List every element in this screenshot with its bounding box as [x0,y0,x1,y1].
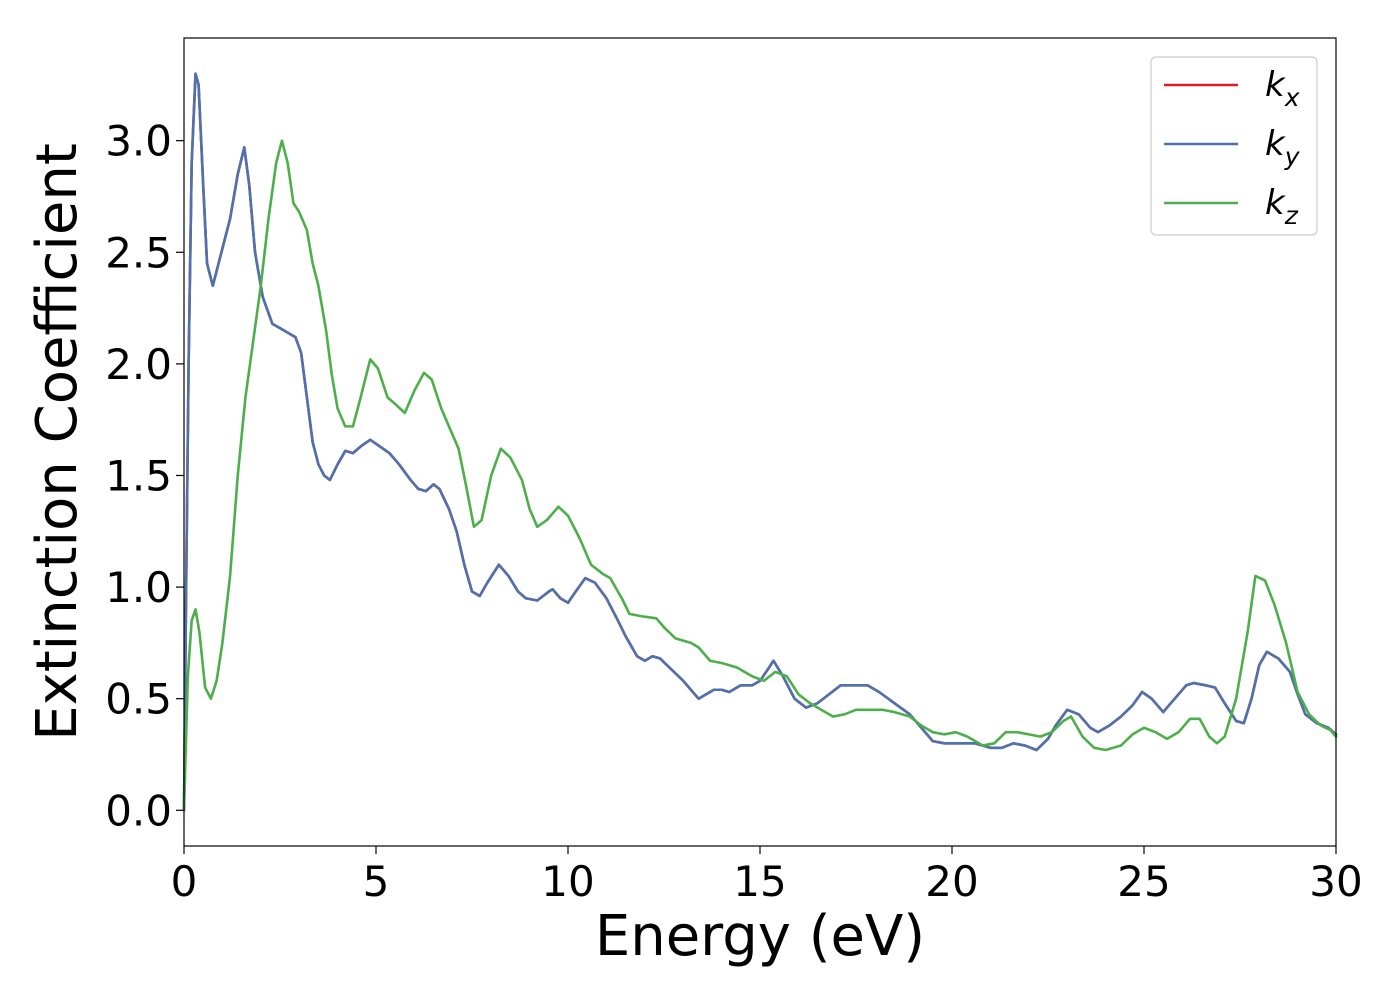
plot-area [184,38,1336,846]
x-tick-label: 5 [363,857,390,906]
y-tick-label: 3.0 [105,117,172,166]
y-axis-label: Extinction Coefficient [25,143,90,741]
y-tick-label: 1.5 [105,451,172,500]
legend: kx ky kz [1150,56,1318,236]
x-axis-label: Energy (eV) [595,904,925,969]
series-layer [182,72,1338,812]
series-line-kz [182,139,1338,812]
x-tick-label: 15 [733,857,786,906]
x-tick-label: 0 [171,857,198,906]
y-tick-label: 0.0 [105,786,172,835]
y-tick-label: 0.5 [105,675,172,724]
y-tick-label: 1.0 [105,563,172,612]
legend-box [1150,56,1318,236]
x-tick-label: 30 [1309,857,1362,906]
legend-label-kx: kx [1265,65,1300,112]
legend-label-ky: ky [1265,124,1301,171]
y-tick-label: 2.5 [105,228,172,277]
x-axis: 0 5 10 15 20 25 30 [171,846,1363,906]
x-tick-label: 10 [541,857,594,906]
y-axis: 0.0 0.5 1.0 1.5 2.0 2.5 3.0 [105,117,184,835]
x-tick-label: 20 [925,857,978,906]
legend-label-kz: kz [1265,183,1299,230]
series-line-ky [182,72,1338,812]
y-tick-label: 2.0 [105,340,172,389]
x-tick-label: 25 [1117,857,1170,906]
